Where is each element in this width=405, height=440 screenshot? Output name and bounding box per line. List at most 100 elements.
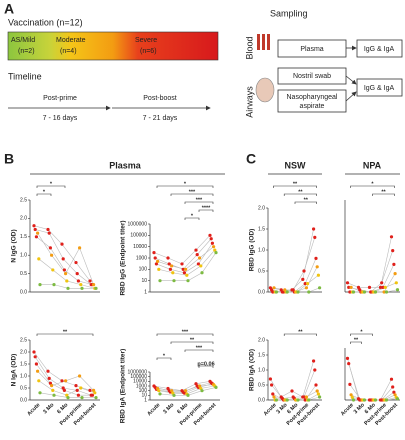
y-axis-label: RBD IgG (Endpoint titer): [120, 220, 127, 295]
data-point: [74, 384, 78, 388]
x-tick-label: Acute: [26, 402, 41, 417]
sig-label: **: [354, 337, 359, 343]
data-point: [290, 389, 294, 393]
data-point: [34, 362, 39, 366]
data-point: [51, 268, 55, 272]
sig-bracket: [283, 193, 317, 196]
y-tick-label: 1.0: [258, 367, 265, 373]
data-point: [274, 398, 278, 402]
data-point: [36, 369, 40, 373]
data-point: [74, 260, 78, 265]
y-tick-label: 1000000: [128, 221, 148, 227]
data-point: [393, 393, 397, 397]
data-point: [347, 285, 351, 289]
data-point: [64, 272, 68, 276]
y-tick-label: 100000: [130, 374, 147, 380]
y-tick-label: 0.5: [20, 271, 27, 277]
data-point: [172, 279, 176, 283]
data-point: [50, 384, 54, 388]
y-tick-label: 1.0: [258, 247, 265, 253]
data-point: [171, 271, 175, 275]
data-point: [75, 388, 79, 392]
data-point: [52, 393, 56, 397]
y-tick-label: 1.5: [258, 226, 265, 232]
data-point: [33, 227, 37, 232]
data-point: [349, 393, 353, 397]
data-point: [212, 245, 216, 249]
data-point: [196, 262, 200, 266]
data-point: [318, 286, 322, 290]
subject-line: [157, 246, 214, 270]
data-point: [391, 249, 395, 253]
data-point: [380, 281, 384, 285]
y-tick-label: 10000: [133, 244, 147, 250]
subject-line: [271, 369, 316, 399]
data-point: [46, 227, 50, 232]
y-tick-label: 1.0: [20, 373, 27, 379]
data-point: [392, 262, 396, 266]
box-label: aspirate: [300, 103, 325, 110]
y-tick-label: 1.5: [20, 234, 27, 240]
data-point: [79, 386, 83, 390]
subject-line: [347, 358, 392, 401]
heading: Timeline: [8, 71, 42, 81]
data-point: [209, 237, 213, 241]
y-tick-label: 1000: [136, 383, 147, 389]
sig-label: *: [43, 189, 46, 195]
severity-bar: [7, 31, 219, 61]
data-point: [52, 283, 56, 287]
sig-label: *: [360, 329, 363, 335]
sig-label: ***: [182, 329, 189, 335]
data-point: [180, 262, 184, 266]
y-tick-label: 2.0: [258, 337, 265, 343]
data-point: [200, 389, 204, 393]
arrow: [345, 91, 357, 102]
y-tick-label: 0.0: [20, 397, 27, 403]
data-point: [395, 288, 400, 292]
data-point: [351, 398, 356, 402]
data-point: [393, 272, 397, 276]
data-point: [37, 379, 41, 383]
data-point: [306, 282, 310, 286]
sig-bracket: [156, 185, 214, 188]
sig-bracket: [184, 217, 200, 220]
data-point: [66, 286, 70, 290]
data-point: [285, 398, 289, 402]
sig-bracket: [350, 185, 395, 188]
data-point: [367, 285, 372, 289]
data-point: [60, 379, 64, 383]
sig-bracket: [36, 185, 66, 188]
sig-label: *: [371, 181, 374, 187]
data-point: [184, 389, 188, 393]
data-point: [156, 259, 160, 264]
data-point: [214, 250, 218, 255]
data-point: [383, 285, 387, 289]
data-point: [75, 272, 79, 276]
data-point: [36, 231, 40, 235]
y-axis-label: N IgA (OD): [11, 354, 18, 387]
data-point: [65, 279, 69, 283]
data-point: [272, 395, 276, 399]
sig-bracket: [36, 333, 94, 336]
subject-line: [270, 228, 314, 291]
y-tick-label: 0.5: [20, 385, 27, 391]
data-point: [296, 290, 300, 294]
y-axis-label: RBD IgG (OD): [249, 229, 256, 272]
sig-label: p=0.06: [197, 361, 214, 367]
data-point: [274, 290, 278, 294]
subject-line: [349, 264, 395, 293]
box-label: IgG & IgA: [364, 85, 395, 92]
heading: Sampling: [270, 8, 308, 18]
sig-bracket: [184, 201, 214, 204]
sig-label: **: [298, 189, 303, 195]
sig-bracket: [283, 333, 317, 336]
data-point: [94, 286, 98, 290]
sig-bracket: [198, 365, 214, 368]
data-point: [33, 355, 37, 359]
data-point: [314, 256, 318, 260]
data-point: [349, 285, 353, 289]
data-point: [62, 268, 66, 272]
x-tick-label: 3 Mo: [42, 402, 56, 416]
sample-type: Blood: [244, 36, 254, 59]
x-tick-label: 3 Mo: [353, 402, 367, 416]
